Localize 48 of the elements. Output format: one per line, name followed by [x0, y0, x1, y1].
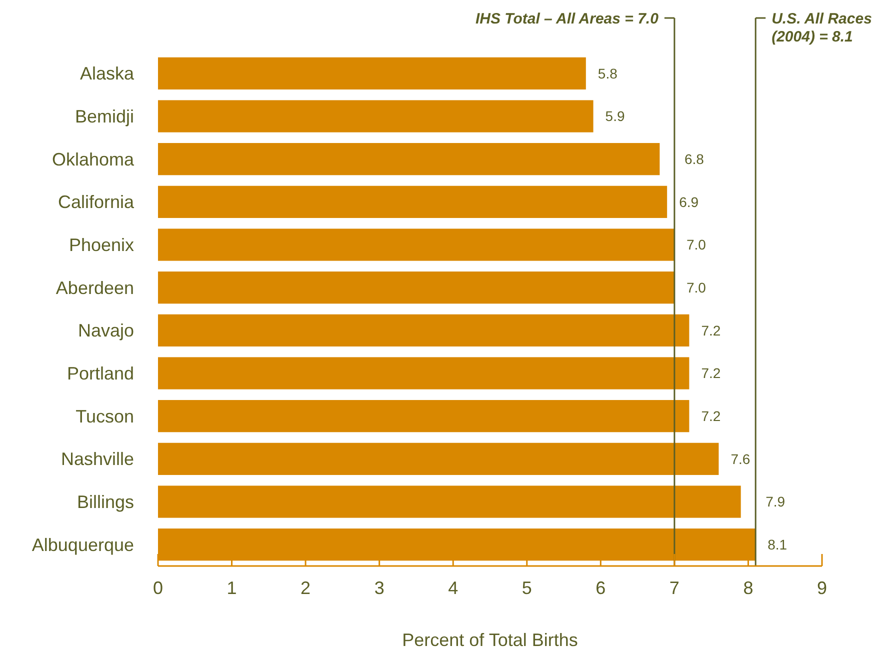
x-tick-label: 3: [374, 578, 384, 598]
data-label: 7.2: [701, 408, 721, 424]
ref-line-label: IHS Total – All Areas = 7.0: [475, 10, 660, 28]
bar: [158, 100, 594, 132]
data-label: 7.2: [701, 322, 721, 338]
x-axis-title: Percent of Total Births: [402, 630, 578, 650]
data-label: 5.9: [605, 108, 625, 124]
y-tick-label: Oklahoma: [52, 149, 135, 170]
data-label: 7.6: [730, 450, 750, 467]
y-tick-label: Bemidji: [74, 106, 134, 127]
bar: [158, 400, 690, 432]
y-tick-label: Navajo: [78, 320, 134, 341]
y-tick-label: Phoenix: [68, 235, 134, 256]
y-tick-label: Billings: [76, 492, 134, 512]
y-tick-label: Alaska: [80, 64, 135, 84]
bar: [158, 143, 660, 176]
x-tick-label: 6: [596, 578, 606, 598]
x-tick-label: 1: [226, 578, 237, 598]
bar: [158, 228, 674, 261]
bar: [158, 486, 741, 518]
x-tick-label: 2: [300, 578, 311, 598]
bar: [158, 272, 674, 304]
data-label: 7.2: [701, 365, 721, 382]
data-label: 5.8: [598, 65, 618, 82]
bar: [158, 314, 690, 346]
x-tick-label: 4: [448, 578, 458, 598]
y-tick-label: Nashville: [60, 449, 134, 470]
bar: [158, 186, 668, 218]
data-label: 6.9: [679, 194, 699, 210]
y-tick-label: Portland: [66, 364, 134, 384]
x-tick-label: 9: [816, 578, 828, 598]
data-label: 7.0: [686, 236, 706, 253]
y-tick-label: Albuquerque: [32, 534, 134, 555]
data-label: 6.8: [684, 150, 704, 167]
data-label: 8.1: [768, 536, 788, 552]
ref-line-label: U.S. All Races (2004) = 8.1: [772, 10, 872, 46]
y-tick-label: Aberdeen: [56, 278, 134, 298]
data-label: 7.0: [686, 279, 706, 296]
x-tick-label: 0: [152, 578, 164, 598]
x-tick-label: 7: [669, 578, 680, 598]
bar: [158, 442, 719, 475]
x-tick-label: 5: [522, 578, 532, 598]
x-tick-label: 8: [743, 578, 754, 598]
bar: [158, 357, 690, 390]
data-label: 7.9: [766, 494, 786, 510]
bar: [158, 57, 586, 90]
y-tick-label: Tucson: [76, 406, 134, 426]
y-tick-label: California: [58, 192, 135, 212]
